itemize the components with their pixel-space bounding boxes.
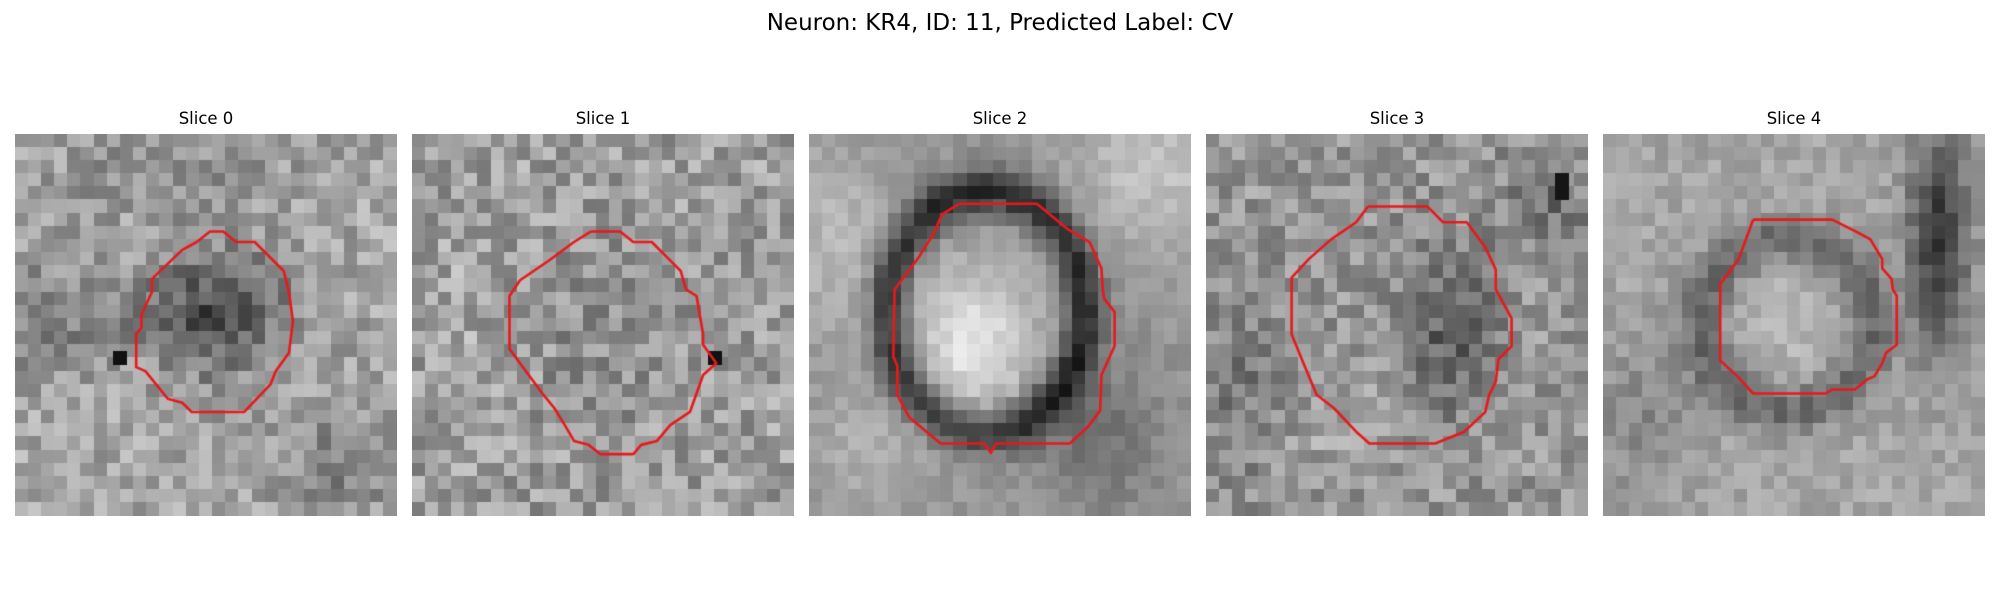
slice-image [1603,134,1985,516]
slice-image [15,134,397,516]
slice-panel-4: Slice 4 [1603,108,1985,518]
slice-title: Slice 3 [1369,109,1425,128]
slice-image [412,134,794,516]
slice-title: Slice 4 [1766,109,1822,128]
slice-title: Slice 1 [575,109,631,128]
slice-panel-3: Slice 3 [1206,108,1588,518]
slice-title: Slice 2 [972,109,1028,128]
figure-title: Neuron: KR4, ID: 11, Predicted Label: CV [766,10,1234,36]
slice-panel-0: Slice 0 [15,108,397,518]
slice-title: Slice 0 [178,109,234,128]
slice-panel-1: Slice 1 [412,108,794,518]
slice-image [809,134,1191,516]
slice-image [1206,134,1588,516]
slice-panel-2: Slice 2 [809,108,1191,518]
